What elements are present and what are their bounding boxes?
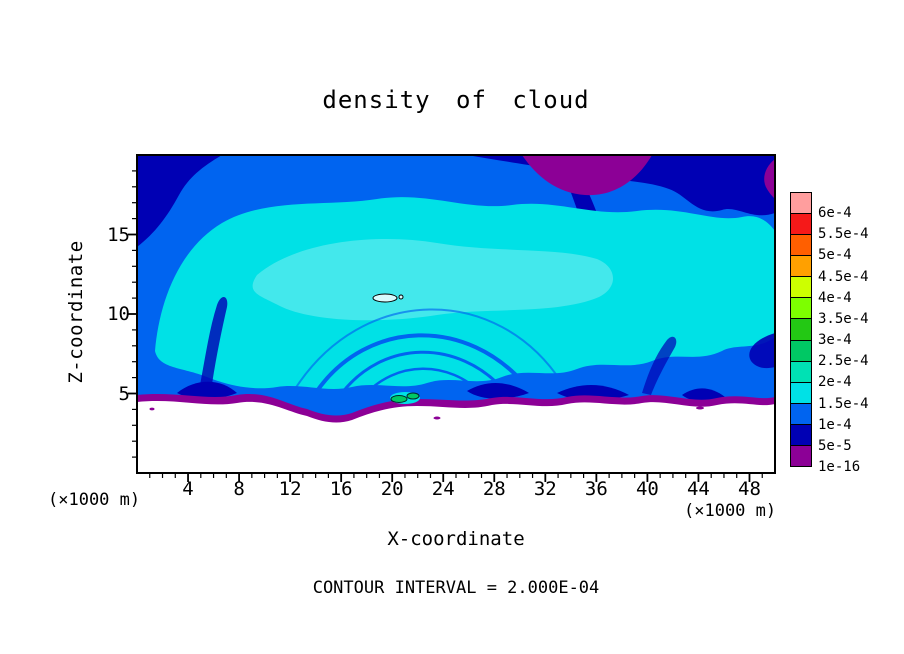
x-tick-label: 28 <box>482 478 506 500</box>
y-tick-label: 10 <box>107 303 130 325</box>
contour-region-navy-base <box>467 382 529 399</box>
colorbar-segment <box>791 340 811 362</box>
x-tick-label: 12 <box>278 478 302 500</box>
x-tick-label: 16 <box>329 478 353 500</box>
x-tick-label: 8 <box>233 478 245 500</box>
colorbar-segment <box>791 403 811 425</box>
axis-ticks <box>128 170 763 482</box>
contour-maximum-blob <box>390 395 408 403</box>
colorbar-label: 6e-4 <box>818 205 852 222</box>
colorbar-segment <box>791 445 811 467</box>
contour-region-purple-rightedge <box>764 159 775 199</box>
contour-region-navy-topleft <box>137 155 222 247</box>
colorbar-label: 5e-4 <box>818 247 852 264</box>
colorbar-label: 1e-4 <box>818 416 852 433</box>
colorbar-label: 2.5e-4 <box>818 353 869 370</box>
x-tick-label: 44 <box>686 478 710 500</box>
contour-plot <box>128 154 776 482</box>
y-axis-label: Z-coordinate <box>65 240 87 384</box>
contour-arc <box>294 308 563 390</box>
colorbar-segment <box>791 193 811 215</box>
colorbar-label: 2e-4 <box>818 374 852 391</box>
colorbar-label: 4e-4 <box>818 289 852 306</box>
x-tick-label: 36 <box>584 478 608 500</box>
purple-speck <box>696 406 704 410</box>
contour-maximum-blob <box>406 392 420 400</box>
colorbar-label: 5.5e-4 <box>818 226 869 243</box>
clear-air-region <box>137 401 775 473</box>
x-axis-label: X-coordinate <box>387 528 525 550</box>
colorbar-segment <box>791 361 811 383</box>
x-tick-label: 4 <box>182 478 194 500</box>
colorbar-label: 3e-4 <box>818 332 852 349</box>
contour-field <box>137 155 775 473</box>
colorbar-label: 3.5e-4 <box>818 310 869 327</box>
colorbar-label: 1e-16 <box>818 459 861 475</box>
contour-region-purple-top <box>522 155 652 196</box>
x-tick-label: 48 <box>738 478 761 500</box>
contour-interval-note: CONTOUR INTERVAL = 2.000E-04 <box>312 578 600 598</box>
colorbar <box>790 192 812 467</box>
colorbar-segment <box>791 424 811 446</box>
contour-arc <box>315 333 529 393</box>
contour-region-navy-topright <box>467 155 775 216</box>
contour-region-navy-rightedge <box>749 333 775 369</box>
axis-unit-label-left: (×1000 m) <box>48 490 141 510</box>
purple-speck <box>149 407 155 411</box>
chart-title: density of cloud <box>322 86 590 114</box>
colorbar-segment <box>791 214 811 236</box>
contour-region-navy-wisp <box>199 296 228 391</box>
x-tick-label: 20 <box>380 478 404 500</box>
contour-line-blob <box>398 294 404 300</box>
contour-line-blob <box>372 293 398 303</box>
contour-region-cyan-inner <box>252 238 614 321</box>
contour-arc <box>364 367 484 396</box>
contour-region-navy-base <box>682 388 725 402</box>
colorbar-label: 1.5e-4 <box>818 395 869 412</box>
colorbar-segment <box>791 382 811 404</box>
colorbar-segment <box>791 235 811 257</box>
colorbar-segment <box>791 319 811 341</box>
colorbar-label: 4.5e-4 <box>818 268 869 285</box>
colorbar-segment <box>791 277 811 299</box>
purple-speck <box>433 416 441 420</box>
x-tick-label: 32 <box>533 478 557 500</box>
colorbar-segment <box>791 256 811 278</box>
colorbar-segment <box>791 298 811 320</box>
colorbar-labels: 6e-4 5.5e-4 5e-4 4.5e-4 4e-4 3.5e-4 3e-4 2.5e-4… <box>818 192 898 482</box>
axis-unit-label-right: (×1000 m) <box>684 501 777 521</box>
contour-arc <box>340 350 507 394</box>
y-tick-label: 15 <box>107 223 130 246</box>
x-tick-labels: 4 8 12 16 20 24 28 32 36 40 44 48 <box>0 478 904 502</box>
x-tick-label: 40 <box>635 478 659 500</box>
y-tick-label: 5 <box>118 382 130 405</box>
colorbar-label: 5e-5 <box>818 437 852 454</box>
contour-region-navy-wisp <box>642 336 677 395</box>
y-tick-labels: 5 10 15 <box>88 0 130 654</box>
x-tick-label: 24 <box>431 478 455 500</box>
